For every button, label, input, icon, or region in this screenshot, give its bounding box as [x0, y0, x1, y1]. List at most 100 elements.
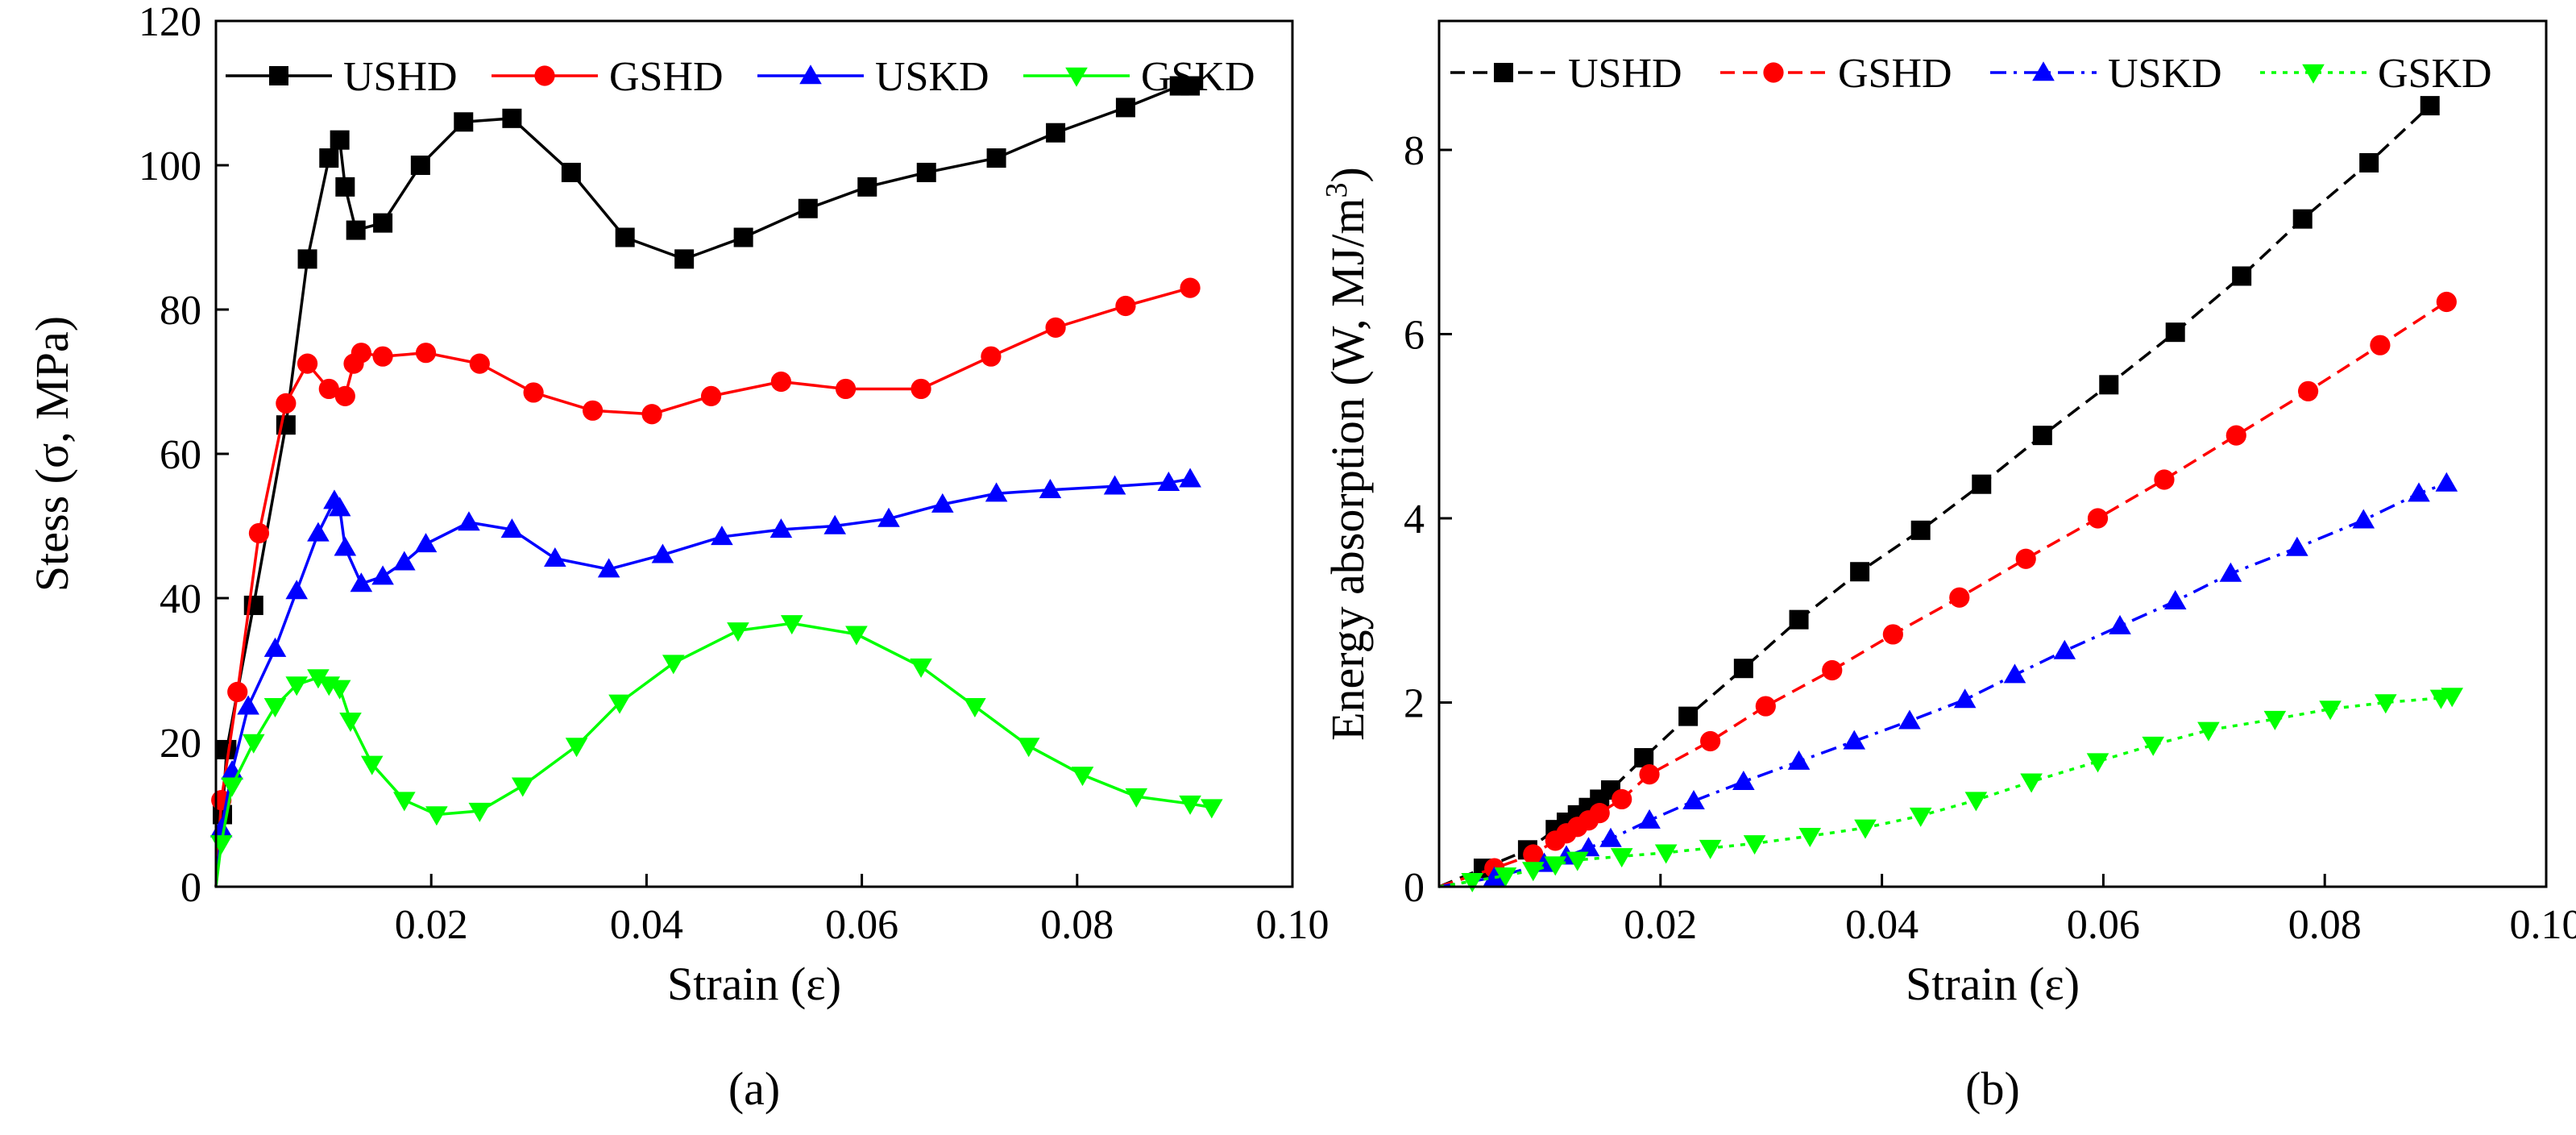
gskd-data-point — [425, 806, 448, 826]
x-tick-label: 0.08 — [2288, 902, 2362, 948]
gskd-data-point — [727, 622, 749, 642]
gshd-line — [1438, 301, 2448, 888]
gshd-data-point — [583, 400, 604, 421]
gshd-data-point — [2015, 548, 2036, 569]
gskd-data-point — [1071, 767, 1094, 787]
uskd-data-point — [544, 547, 566, 567]
gshd-data-point — [227, 681, 248, 702]
gskd-data-point — [1544, 856, 1567, 876]
ushd-data-point — [2292, 209, 2313, 229]
gskd-data-point — [2142, 736, 2165, 756]
y-tick-label: 60 — [160, 432, 201, 478]
gskd-data-point — [307, 669, 330, 689]
gskd-data-point — [1654, 844, 1678, 864]
gskd-data-point — [2086, 753, 2109, 773]
ushd-data-point — [615, 227, 635, 247]
uskd-data-point — [2109, 614, 2131, 634]
gskd-data-point — [1964, 792, 1988, 812]
panel-b-ticks: 0.02 0.04 0.06 0.08 0.10 0 2 4 6 8 — [1404, 128, 2576, 948]
gshd-data-point — [2436, 291, 2457, 313]
ushd-data-point — [916, 162, 936, 182]
x-tick-label: 0.04 — [1845, 902, 1919, 948]
ushd-data-point — [1046, 123, 1066, 143]
ushd-data-point — [2232, 266, 2252, 286]
panel-b-y-label-main: Energy absorption (W, MJ/m — [1321, 197, 1374, 740]
ushd-data-point — [1850, 562, 1870, 582]
panel-b-energy-absorption: 0.02 0.04 0.06 0.08 0.10 0 2 4 6 8 USHD GSHD USKD GS… — [1320, 19, 2576, 1115]
uskd-data-point — [1682, 789, 1705, 809]
legend-marker — [1494, 63, 1513, 82]
panel-b-series-gshd — [1438, 291, 2457, 888]
uskd-data-point — [1103, 475, 1126, 495]
legend-item-gskd: GSKD — [1023, 54, 1255, 100]
uskd-data-point — [2408, 482, 2430, 502]
legend-item-gshd: GSHD — [1720, 51, 1952, 97]
legend-label: GSKD — [2378, 51, 2492, 97]
gskd-data-point — [1461, 872, 1484, 892]
panel-b-y-axis-label: Energy absorption (W, MJ/m3) — [1320, 167, 1374, 741]
gskd-data-point — [1201, 799, 1223, 819]
uskd-data-point — [371, 565, 394, 585]
y-tick-label: 6 — [1404, 312, 1425, 358]
gskd-data-point — [608, 694, 631, 714]
x-tick-label: 0.06 — [825, 902, 898, 948]
gskd-data-point — [393, 792, 416, 812]
uskd-data-point — [1039, 478, 1062, 498]
uskd-data-point — [1787, 750, 1811, 770]
legend-marker — [269, 66, 288, 85]
ushd-data-point — [1789, 609, 1809, 630]
legend-item-ushd: USHD — [1450, 51, 1682, 97]
y-tick-label: 8 — [1404, 128, 1425, 174]
panel-b-series-gskd — [1438, 688, 2464, 892]
panel-a-y-axis-label: Stess (σ, MPa) — [26, 316, 78, 592]
ushd-data-point — [2032, 426, 2052, 446]
y-tick-label: 2 — [1404, 680, 1425, 726]
gshd-data-point — [334, 385, 355, 406]
y-tick-label: 0 — [180, 865, 201, 911]
uskd-data-point — [334, 536, 357, 556]
panel-a-ticks: 0.02 0.04 0.06 0.08 0.10 0 20 40 60 80 100 120 — [139, 0, 1329, 948]
gshd-data-point — [835, 378, 857, 400]
gskd-data-point — [964, 698, 986, 718]
ushd-data-point — [1115, 98, 1135, 118]
gskd-data-point — [242, 734, 265, 754]
legend-marker — [1763, 62, 1784, 83]
gskd-data-point — [511, 777, 534, 797]
uskd-data-point — [1179, 468, 1201, 488]
ushd-data-point — [1678, 706, 1699, 726]
y-tick-label: 20 — [160, 721, 201, 767]
ushd-data-point — [502, 108, 522, 128]
uskd-data-point — [458, 511, 480, 531]
gshd-data-point — [1612, 788, 1632, 810]
uskd-data-point — [500, 518, 524, 538]
panel-b-axes-frame — [1437, 19, 2548, 888]
ushd-data-point — [561, 162, 581, 182]
gskd-data-point — [2197, 721, 2220, 742]
ushd-line — [214, 84, 1191, 888]
uskd-data-point — [2219, 562, 2242, 582]
uskd-data-point — [2435, 472, 2458, 492]
legend-marker — [534, 65, 555, 86]
gskd-data-point — [1017, 738, 1040, 758]
x-tick-label: 0.02 — [1624, 902, 1697, 948]
gshd-data-point — [641, 404, 662, 425]
x-tick-label: 0.10 — [1256, 902, 1329, 948]
panel-a-series-gskd — [209, 615, 1223, 888]
gshd-data-point — [2370, 335, 2391, 355]
gskd-data-point — [780, 615, 803, 635]
gskd-data-point — [845, 626, 868, 646]
gshd-data-point — [415, 343, 437, 364]
gskd-data-point — [1521, 862, 1545, 882]
legend-marker — [2302, 64, 2325, 84]
y-tick-label: 4 — [1404, 497, 1425, 543]
gshd-data-point — [1949, 587, 1970, 608]
legend-item-gskd: GSKD — [2260, 51, 2492, 97]
gskd-data-point — [328, 680, 351, 700]
legend-item-uskd: USKD — [1990, 51, 2222, 97]
uskd-data-point — [769, 518, 793, 538]
ushd-data-point — [1634, 748, 1654, 768]
ushd-line — [1438, 104, 2431, 888]
uskd-data-point — [1599, 827, 1622, 847]
gskd-data-point — [1854, 819, 1877, 839]
uskd-data-point — [1157, 472, 1180, 491]
